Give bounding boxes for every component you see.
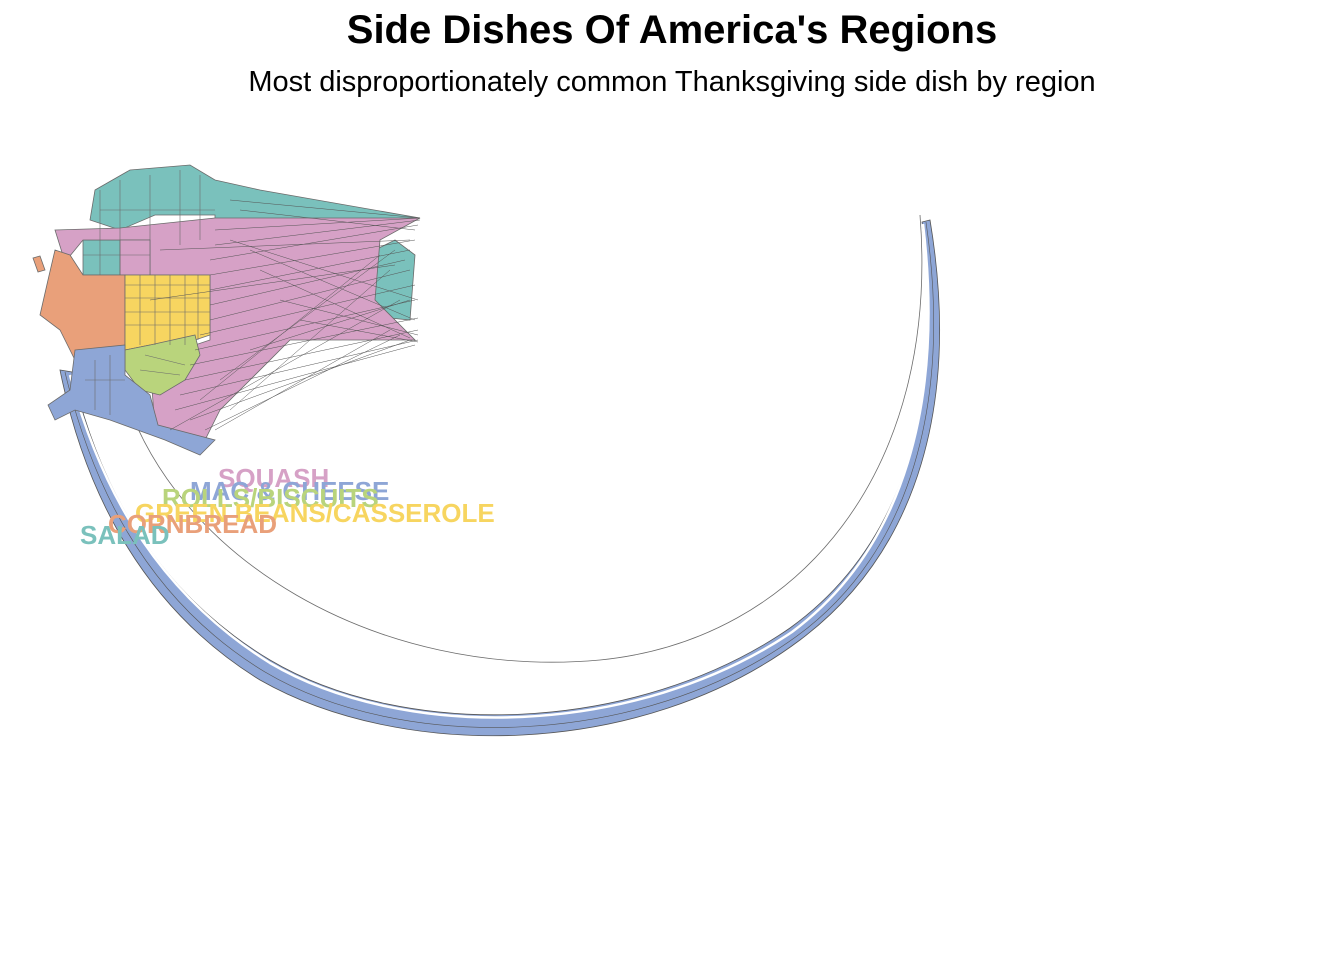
cornbread-region [32, 249, 126, 361]
state-borders [83, 170, 215, 415]
label-squash: SQUASH [218, 463, 329, 493]
inner-arc [119, 214, 923, 663]
label-cornbread: CORNBREAD [108, 509, 277, 539]
connector-lines [149, 199, 421, 431]
chart-subtitle: Most disproportionately common Thanksgiv… [248, 66, 1096, 98]
label-mac-cheese: MAC & CHEESE [190, 476, 389, 506]
mac-cheese-region [47, 344, 216, 456]
label-rolls: ROLLS/BISCUITS [162, 483, 379, 513]
label-green-beans: GREEN BEANS/CASSEROLE [135, 498, 495, 528]
label-salad: SALAD [80, 520, 170, 550]
dish-labels: SQUASH MAC & CHEESE ROLLS/BISCUITS GREEN… [80, 463, 495, 550]
green-beans-region [124, 274, 211, 351]
chart-title: Side Dishes Of America's Regions [346, 8, 998, 52]
mac-cheese-arc [59, 219, 940, 737]
